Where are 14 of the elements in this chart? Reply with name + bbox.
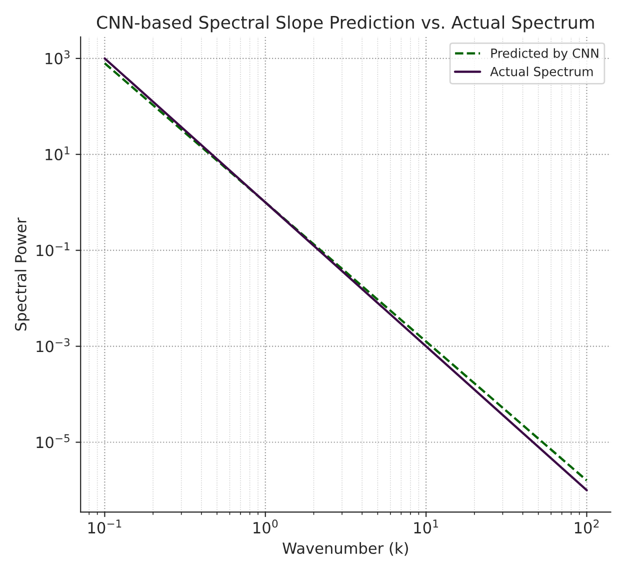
chart-title: CNN-based Spectral Slope Prediction vs. Actual Spectrum xyxy=(96,15,594,32)
y-tick-label: 10$^{3}$ xyxy=(46,50,70,64)
x-axis-title: Wavenumber (k) xyxy=(282,542,408,556)
y-tick-label: 10$^{−1}$ xyxy=(36,242,70,256)
x-tick-label: 10$^{2}$ xyxy=(574,520,599,534)
y-tick-label: 10$^{−5}$ xyxy=(36,434,70,448)
x-tick-label: 10$^{−1}$ xyxy=(88,520,122,534)
y-tick-label: 10$^{−3}$ xyxy=(36,338,70,352)
x-tick-label: 10$^{0}$ xyxy=(254,520,278,534)
y-tick-label: 10$^{1}$ xyxy=(46,146,70,160)
legend-label: Predicted by CNN xyxy=(491,48,598,60)
y-axis-title: Spectral Power xyxy=(14,217,30,331)
legend-label: Actual Spectrum xyxy=(490,66,593,79)
x-tick-label: 10$^{1}$ xyxy=(414,520,438,534)
